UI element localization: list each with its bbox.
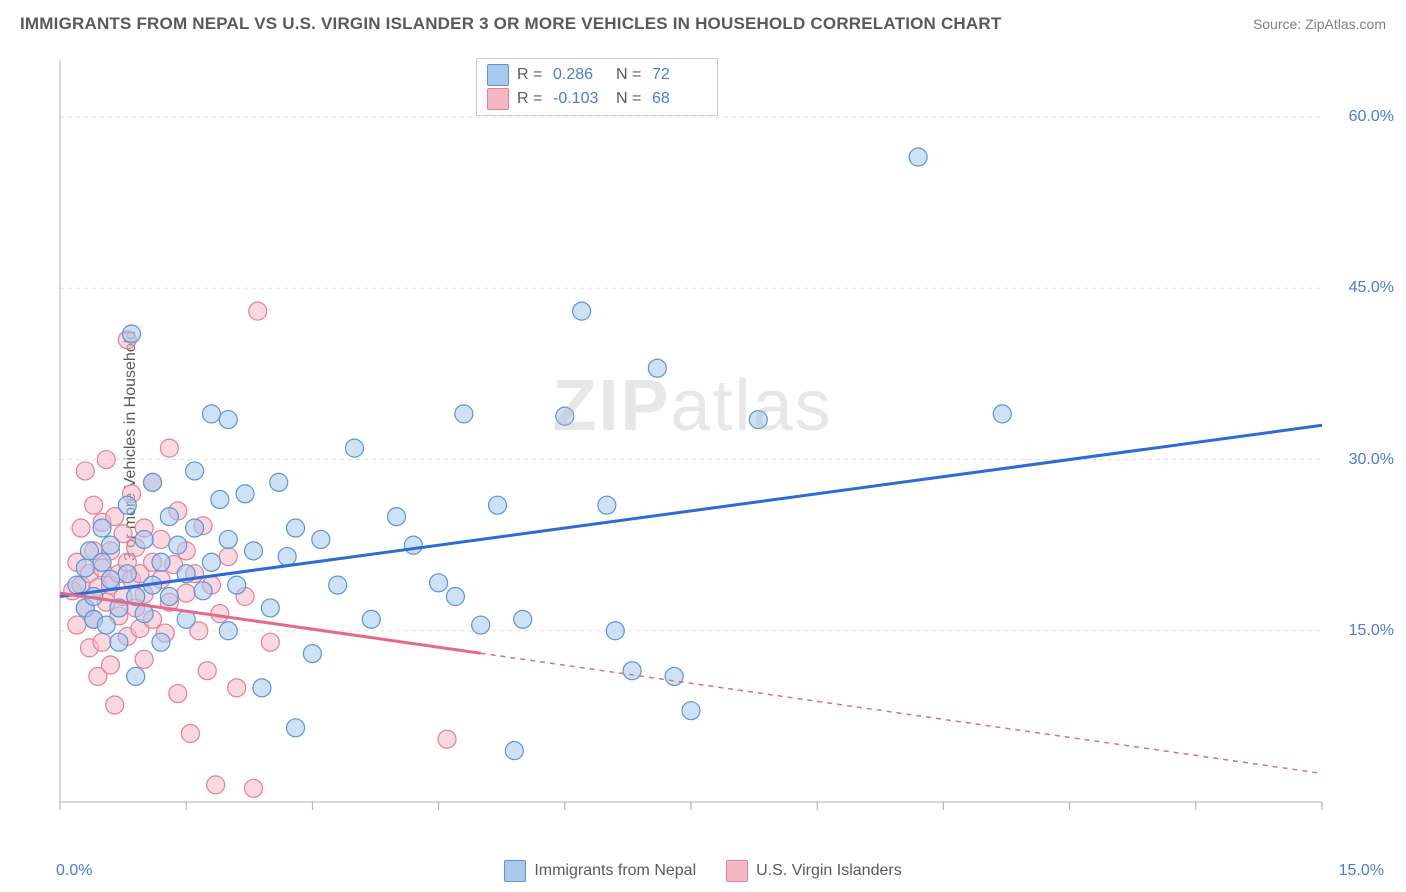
- scatter-chart-svg: [56, 56, 1382, 832]
- legend-item: U.S. Virgin Islanders: [726, 860, 902, 882]
- legend-swatch: [487, 88, 509, 110]
- legend-label: U.S. Virgin Islanders: [756, 862, 902, 880]
- y-tick-label: 30.0%: [1349, 451, 1394, 469]
- y-tick-label: 60.0%: [1349, 108, 1394, 126]
- correlation-legend-row: R = 0.286N = 72: [487, 63, 707, 87]
- correlation-legend-box: R = 0.286N = 72R = -0.103N = 68: [476, 58, 718, 116]
- series-legend: Immigrants from Nepal U.S. Virgin Islande…: [0, 860, 1406, 882]
- legend-swatch: [504, 860, 526, 882]
- legend-swatch: [487, 64, 509, 86]
- source-attribution: Source: ZipAtlas.com: [1253, 16, 1386, 32]
- correlation-legend-row: R = -0.103N = 68: [487, 87, 707, 111]
- plot-area: ZIPatlas R = 0.286N = 72R = -0.103N = 68: [56, 56, 1382, 832]
- chart-title: IMMIGRANTS FROM NEPAL VS U.S. VIRGIN ISL…: [20, 14, 1001, 34]
- legend-label: Immigrants from Nepal: [534, 862, 696, 880]
- legend-item: Immigrants from Nepal: [504, 860, 696, 882]
- legend-swatch: [726, 860, 748, 882]
- y-tick-label: 15.0%: [1349, 622, 1394, 640]
- y-tick-label: 45.0%: [1349, 279, 1394, 297]
